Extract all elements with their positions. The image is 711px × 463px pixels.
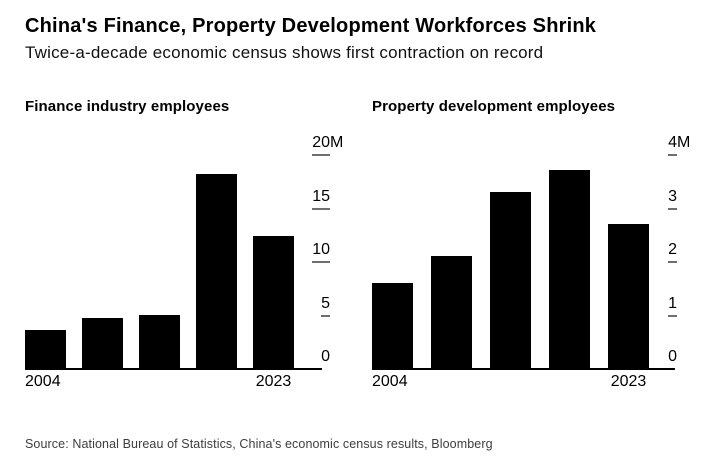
x-tick-2004: 2004 (372, 373, 408, 390)
finance-plot-area: 0 5 10 15 20 M 2004 2023 (25, 96, 345, 396)
y-tick-20M: 20 M (312, 134, 343, 157)
y-tick-number: 0 (321, 348, 330, 365)
x-tick-2023: 2023 (610, 373, 647, 390)
bar-2023 (253, 235, 294, 368)
property-plot-area: 0 1 2 3 4 M 2004 2023 (372, 96, 692, 396)
bar-2004 (372, 282, 413, 368)
y-tick-5: 5 (321, 295, 330, 317)
y-tick-0: 0 (321, 348, 330, 370)
page-title: China's Finance, Property Development Wo… (25, 15, 597, 37)
page-subtitle: Twice-a-decade economic census shows fir… (25, 43, 544, 62)
x-axis-line (25, 368, 322, 370)
bar-2018 (549, 170, 590, 368)
y-tick-number: 5 (321, 295, 330, 317)
bar-2013 (490, 191, 531, 368)
y-axis-unit-suffix: M (677, 134, 691, 152)
bar-2008 (82, 317, 123, 368)
y-tick-number: 15 (312, 188, 330, 210)
y-tick-number: 1 (668, 295, 677, 317)
y-tick-1: 1 (668, 295, 677, 317)
bar-2018 (196, 173, 237, 368)
y-tick-10: 10 (312, 241, 330, 264)
y-tick-number: 20 (312, 134, 330, 157)
finance-chart-title: Finance industry employees (25, 98, 230, 115)
bar-2008 (431, 255, 472, 368)
y-tick-3: 3 (668, 188, 677, 210)
finance-chart-panel: Finance industry employees 0 5 10 15 20 M 2004… (25, 96, 345, 396)
property-chart-title: Property development employees (372, 98, 616, 115)
x-tick-2023: 2023 (255, 373, 292, 390)
y-tick-number: 10 (312, 241, 330, 264)
y-tick-0: 0 (668, 348, 677, 370)
property-chart-panel: Property development employees 0 1 2 3 4 M 200… (372, 96, 692, 396)
y-tick-2: 2 (668, 241, 677, 264)
x-tick-2004: 2004 (25, 373, 61, 390)
y-tick-number: 3 (668, 188, 677, 210)
bar-2004 (25, 329, 66, 368)
y-tick-number: 4 (668, 134, 677, 157)
bar-2013 (139, 314, 180, 368)
y-tick-15: 15 (312, 188, 330, 210)
source-note: Source: National Bureau of Statistics, C… (25, 437, 493, 451)
x-axis-line (372, 368, 675, 370)
y-tick-number: 0 (668, 348, 677, 365)
y-axis-unit-suffix: M (330, 134, 344, 152)
y-tick-number: 2 (668, 241, 677, 264)
bar-2023 (608, 223, 649, 368)
